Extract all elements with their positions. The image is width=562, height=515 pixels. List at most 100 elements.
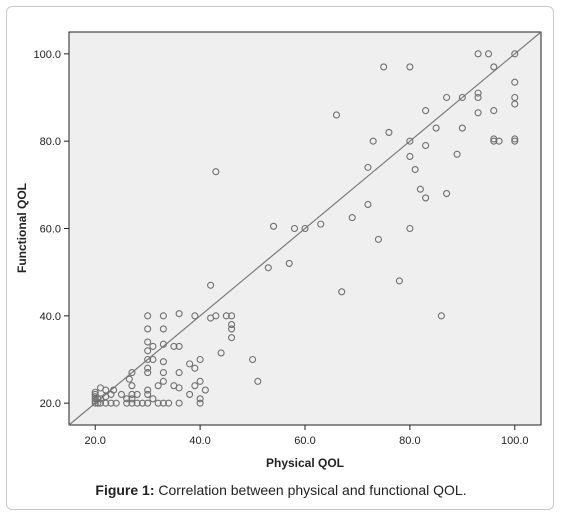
caption-label: Figure 1: xyxy=(95,482,155,498)
data-point xyxy=(511,50,519,58)
data-point xyxy=(159,377,167,385)
data-point xyxy=(107,399,115,407)
data-point xyxy=(332,111,341,119)
data-point xyxy=(144,325,152,333)
data-point xyxy=(144,364,152,372)
data-point xyxy=(128,382,136,390)
data-point xyxy=(474,93,482,102)
x-tick-label: 40.0 xyxy=(189,435,210,447)
figure-caption: Figure 1: Correlation between physical a… xyxy=(0,482,562,498)
data-point xyxy=(228,334,236,342)
data-point xyxy=(228,321,236,329)
data-point xyxy=(264,264,272,272)
data-point xyxy=(406,152,414,160)
data-point xyxy=(128,390,136,398)
data-point xyxy=(254,377,262,385)
data-point xyxy=(128,369,136,377)
data-point xyxy=(196,355,204,364)
data-point xyxy=(102,386,110,394)
data-point xyxy=(191,312,199,320)
data-point xyxy=(144,399,152,407)
data-point xyxy=(443,190,451,198)
x-axis-ticks: 20.0 40.0 60.0 80.0 100.0 xyxy=(85,425,529,447)
data-points xyxy=(91,50,519,407)
x-tick-label: 20.0 xyxy=(85,435,106,447)
y-axis-ticks: 20.0 40.0 60.0 80.0 100.0 xyxy=(33,49,69,410)
data-point xyxy=(490,135,498,143)
data-point xyxy=(301,224,309,233)
data-point xyxy=(374,235,382,243)
data-point xyxy=(228,312,236,320)
data-point xyxy=(91,388,99,396)
x-tick-label: 100.0 xyxy=(501,435,529,447)
data-point xyxy=(422,194,430,202)
data-point xyxy=(207,281,215,289)
data-point xyxy=(159,358,167,366)
data-point xyxy=(437,312,445,320)
data-point xyxy=(217,349,225,357)
data-point xyxy=(191,364,199,372)
y-tick-label: 80.0 xyxy=(40,136,61,148)
data-point xyxy=(144,355,152,364)
data-point xyxy=(511,135,519,143)
data-point xyxy=(159,312,167,320)
data-point xyxy=(432,124,440,132)
data-point xyxy=(175,369,183,377)
data-point xyxy=(123,399,131,407)
data-point xyxy=(191,382,199,390)
data-point xyxy=(123,395,131,403)
data-point xyxy=(364,200,372,209)
data-point xyxy=(490,63,498,71)
data-point xyxy=(406,224,414,233)
data-point xyxy=(196,395,204,403)
data-point xyxy=(411,166,419,174)
y-tick-label: 100.0 xyxy=(33,49,61,61)
data-point xyxy=(186,390,194,398)
data-point xyxy=(290,224,299,233)
y-tick-label: 40.0 xyxy=(40,311,61,323)
data-point xyxy=(485,50,493,58)
y-tick-label: 20.0 xyxy=(40,398,61,410)
data-point xyxy=(110,386,118,394)
data-point xyxy=(196,377,204,385)
data-point xyxy=(385,128,393,136)
data-point xyxy=(212,168,220,176)
data-point xyxy=(285,259,293,267)
data-point xyxy=(144,386,152,394)
data-point xyxy=(474,50,482,58)
data-point xyxy=(212,312,220,320)
x-tick-label: 80.0 xyxy=(399,435,420,447)
data-point xyxy=(128,399,136,407)
data-point xyxy=(395,277,403,285)
data-point xyxy=(269,222,278,230)
data-point xyxy=(144,390,152,398)
data-point xyxy=(159,399,167,407)
data-point xyxy=(196,399,204,407)
data-point xyxy=(144,369,152,377)
data-point xyxy=(511,93,519,102)
data-point xyxy=(348,214,356,222)
data-point xyxy=(144,338,152,346)
data-point xyxy=(222,312,230,320)
data-point xyxy=(458,93,466,102)
data-point xyxy=(128,395,136,403)
x-tick-label: 60.0 xyxy=(294,435,315,447)
data-point xyxy=(149,342,157,350)
data-point xyxy=(133,390,141,398)
data-point xyxy=(338,288,346,296)
data-point xyxy=(422,141,430,150)
data-point xyxy=(364,163,372,171)
data-point xyxy=(406,137,414,145)
data-point xyxy=(175,342,183,350)
reference-line xyxy=(68,31,542,426)
data-point xyxy=(249,355,257,364)
data-point xyxy=(170,342,178,350)
data-point xyxy=(175,384,183,392)
data-point xyxy=(458,124,466,132)
data-point xyxy=(138,399,146,407)
data-point xyxy=(186,360,194,368)
data-point xyxy=(317,220,325,228)
caption-text: Correlation between physical and functio… xyxy=(154,482,467,498)
data-point xyxy=(474,89,482,97)
data-point xyxy=(165,399,173,407)
